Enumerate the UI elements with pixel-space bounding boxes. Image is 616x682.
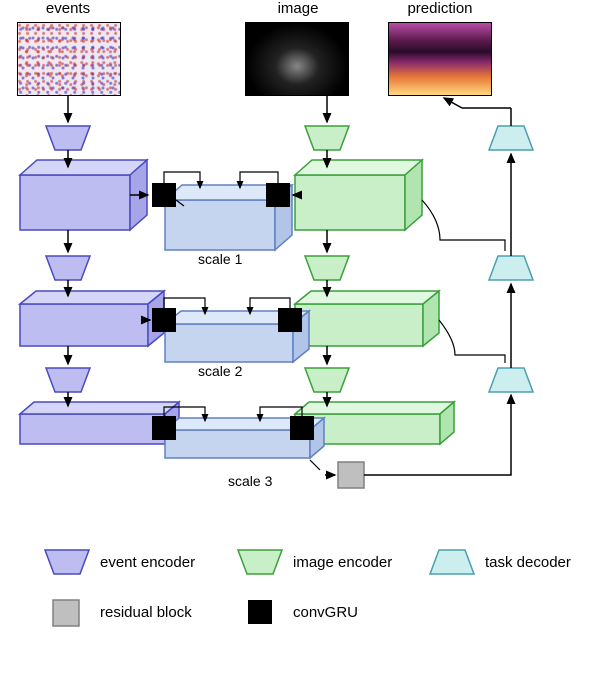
arrow-fused3-to-res — [310, 460, 320, 470]
convgru-right-1 — [266, 183, 290, 207]
convgru-right-3 — [290, 416, 314, 440]
image-encoder-trap-2 — [305, 256, 349, 280]
legend-residual-icon — [53, 600, 79, 626]
task-decoder-trap-3 — [489, 368, 533, 392]
scale-3-label: scale 3 — [228, 473, 272, 489]
image-encoder-trap-3 — [305, 368, 349, 392]
legend-task-decoder-icon — [430, 550, 474, 574]
convgru-left-3 — [152, 416, 176, 440]
legend-event-encoder-label: event encoder — [100, 554, 195, 571]
legend-convgru-icon — [248, 600, 272, 624]
arrow-dec1-to-pred — [444, 98, 462, 108]
event-encoder-trap-3 — [46, 368, 90, 392]
legend-event-encoder-icon — [45, 550, 89, 574]
event-encoder-trap-1 — [46, 126, 90, 150]
scale-2-label: scale 2 — [198, 363, 242, 379]
legend-image-encoder-label: image encoder — [293, 554, 392, 571]
task-decoder-trap-1 — [489, 126, 533, 150]
convgru-right-2 — [278, 308, 302, 332]
scale-1-label: scale 1 — [198, 251, 242, 267]
image-encoder-trap-1 — [305, 126, 349, 150]
image-feature-box-2 — [295, 291, 439, 346]
legend-convgru-label: convGRU — [293, 604, 358, 621]
convgru-left-1 — [152, 183, 176, 207]
task-decoder-trap-2 — [489, 256, 533, 280]
event-encoder-trap-2 — [46, 256, 90, 280]
residual-block — [338, 462, 364, 488]
legend-residual-label: residual block — [100, 604, 192, 621]
skip-ibox1-to-dec — [422, 200, 505, 251]
diagram-svg — [0, 0, 616, 682]
event-feature-box-2 — [20, 291, 164, 346]
legend-image-encoder-icon — [238, 550, 282, 574]
legend-task-decoder-label: task decoder — [485, 554, 571, 571]
convgru-left-2 — [152, 308, 176, 332]
event-feature-box-1 — [20, 160, 147, 230]
skip-ibox2-to-dec — [439, 320, 505, 363]
image-feature-box-1 — [295, 160, 422, 230]
